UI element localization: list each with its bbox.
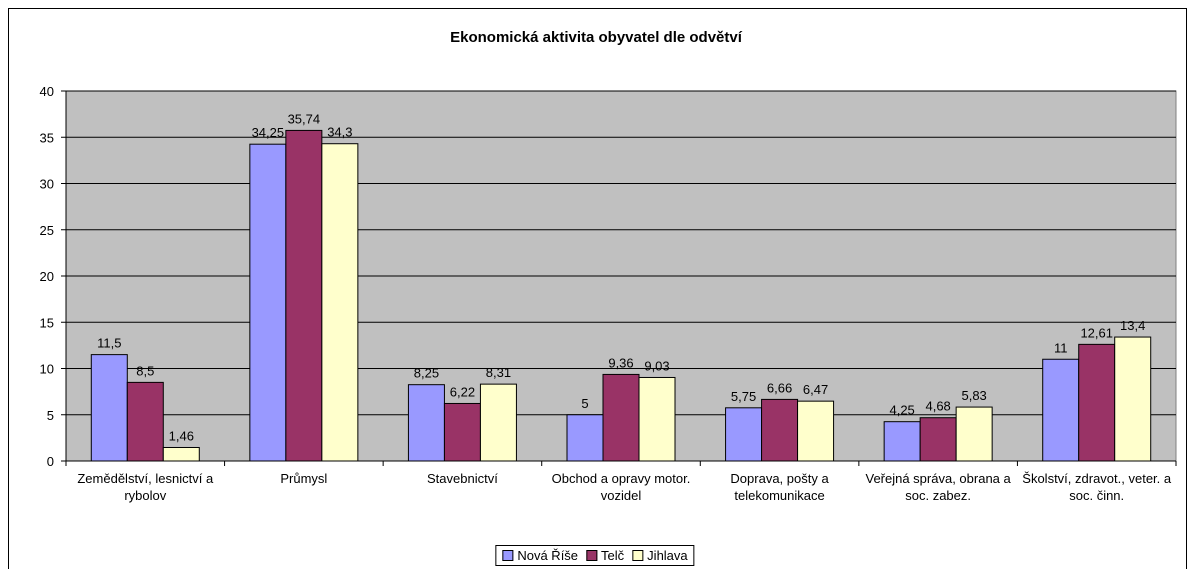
- data-label: 34,25: [252, 125, 285, 140]
- x-tick-label: Školství, zdravot., veter. a soc. činn.: [1022, 471, 1172, 503]
- y-tick-label: 10: [40, 362, 54, 377]
- data-label: 4,25: [889, 403, 914, 418]
- bar: [1114, 336, 1152, 462]
- bar: [883, 421, 921, 462]
- data-label: 11,5: [97, 336, 121, 351]
- legend-item: Nová Říše: [502, 548, 578, 563]
- bar: [566, 414, 604, 462]
- data-label: 11: [1054, 340, 1068, 355]
- legend-swatch: [586, 550, 598, 561]
- bar: [797, 400, 835, 462]
- data-label: 13,4: [1120, 318, 1145, 333]
- x-tick-label: Veřejná správa, obrana a soc. zabez.: [865, 471, 1011, 503]
- bar: [1078, 343, 1116, 462]
- y-tick-label: 35: [40, 130, 54, 145]
- data-label: 1,46: [169, 428, 194, 443]
- legend: Nová Říše Telč Jihlava: [495, 545, 695, 566]
- data-label: 9,03: [644, 358, 669, 373]
- chart-title: Ekonomická aktivita obyvatel dle odvětví: [450, 29, 743, 46]
- data-label: 6,22: [450, 384, 475, 399]
- y-tick-label: 15: [40, 315, 54, 330]
- data-label: 6,47: [803, 382, 828, 397]
- bar: [162, 446, 200, 462]
- bar: [443, 402, 481, 462]
- bar: [479, 383, 517, 462]
- data-label: 6,66: [767, 380, 792, 395]
- legend-label: Telč: [601, 548, 625, 563]
- y-tick-label: 25: [40, 223, 54, 238]
- bar: [955, 406, 993, 462]
- x-tick-label: Stavebnictví: [427, 471, 498, 486]
- bar: [126, 381, 164, 462]
- x-tick-label: Zemědělství, lesnictví a rybolov: [77, 471, 214, 503]
- data-label: 12,61: [1080, 325, 1113, 340]
- bar: [285, 129, 323, 462]
- data-label: 5,83: [961, 388, 986, 403]
- x-tick-label: Doprava, pošty a telekomunikace: [730, 471, 829, 503]
- data-label: 9,36: [608, 355, 633, 370]
- data-label: 8,25: [414, 366, 439, 381]
- x-tick-label: Průmysl: [280, 471, 328, 486]
- data-label: 35,74: [288, 111, 321, 126]
- legend-swatch: [632, 550, 644, 561]
- bar: [249, 143, 287, 462]
- bar: [1042, 358, 1080, 462]
- legend-swatch: [502, 550, 514, 561]
- bar: [638, 376, 676, 462]
- y-tick-label: 30: [40, 177, 54, 192]
- bar: [90, 354, 128, 462]
- bar: [919, 417, 957, 462]
- data-label: 8,31: [486, 365, 511, 380]
- y-tick-label: 0: [47, 454, 54, 469]
- legend-label: Nová Říše: [517, 548, 579, 563]
- bar: [321, 143, 359, 462]
- y-tick-label: 20: [40, 269, 54, 284]
- bar: [602, 373, 640, 462]
- x-tick-label: Obchod a opravy motor. vozidel: [551, 471, 691, 503]
- data-label: 4,68: [925, 399, 950, 414]
- legend-item: Jihlava: [632, 548, 688, 563]
- data-label: 5: [581, 396, 588, 411]
- bar: [761, 398, 799, 462]
- data-label: 8,5: [136, 363, 154, 378]
- legend-item: Telč: [586, 548, 624, 563]
- legend-label: Jihlava: [647, 548, 688, 563]
- bar: [407, 384, 445, 462]
- y-tick-label: 40: [40, 84, 54, 99]
- y-tick-label: 5: [47, 408, 54, 423]
- data-label: 5,75: [731, 389, 756, 404]
- data-label: 34,3: [327, 125, 352, 140]
- bar: [725, 407, 763, 462]
